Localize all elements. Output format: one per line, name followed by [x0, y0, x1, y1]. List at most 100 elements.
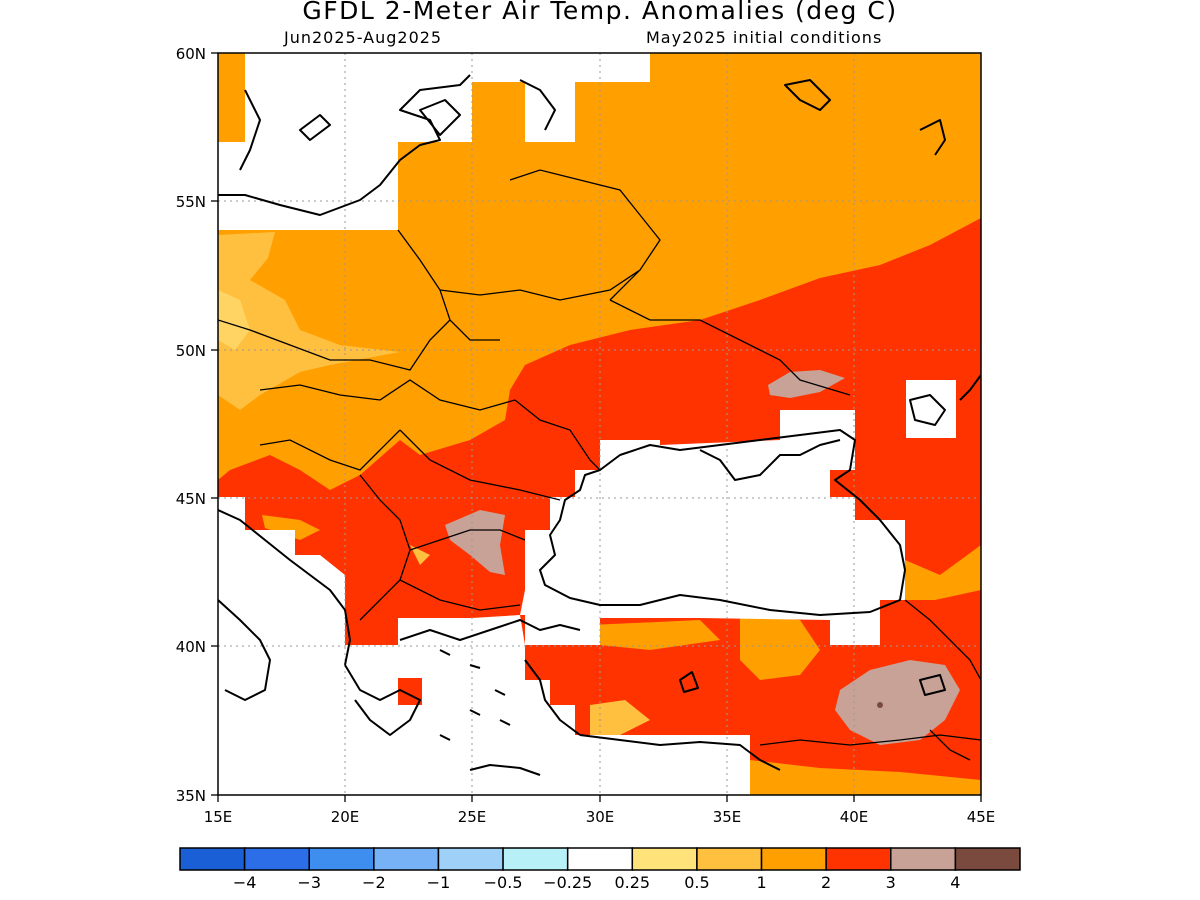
- y-tick-60n: 60N: [176, 45, 206, 63]
- field-rosy-eastern-anatolia: [835, 660, 960, 745]
- y-tick-50n: 50N: [176, 342, 206, 360]
- colorbar-label: 1: [756, 873, 766, 892]
- colorbar-swatch: [243, 847, 310, 871]
- y-tick-45n: 45N: [176, 490, 206, 508]
- forecast-period: Jun2025-Aug2025: [284, 28, 443, 47]
- crete: [469, 764, 541, 776]
- colorbar-label: 0.25: [614, 873, 650, 892]
- colorbar-label: 2: [821, 873, 831, 892]
- colorbar-label: −3: [297, 873, 321, 892]
- border-turkey-georgia: [904, 599, 981, 681]
- colorbar-labels: −4 −3 −2 −1 −0.5 −0.25 0.25 0.5 1 2 3 4: [233, 873, 961, 892]
- y-tick-40n: 40N: [176, 638, 206, 656]
- colorbar-swatch: [179, 847, 246, 871]
- thrace-coast: [399, 619, 581, 641]
- colorbar-swatch: [502, 847, 569, 871]
- rybinsk-reservoir: [784, 79, 831, 111]
- anomaly-field: [218, 53, 981, 795]
- x-tick-35e: 35E: [713, 808, 742, 826]
- adriatic-east-coast: [218, 509, 351, 666]
- tick-marks: [211, 52, 982, 802]
- country-borders: [218, 169, 981, 761]
- colorbar-label: 3: [886, 873, 896, 892]
- x-tick-labels: 15E 20E 25E 30E 35E 40E 45E: [204, 808, 996, 826]
- border-czech-slovakia: [218, 319, 451, 371]
- field-white-black-sea: [520, 410, 905, 660]
- field-lightorange-west: [218, 232, 400, 410]
- colorbar-swatch: [760, 847, 827, 871]
- field-orange-levant: [750, 760, 981, 795]
- y-tick-labels: 60N 55N 50N 45N 40N 35N: [176, 45, 206, 805]
- border-iraq: [929, 729, 971, 761]
- field-rosy-bulgaria: [445, 510, 505, 575]
- x-tick-25e: 25E: [458, 808, 487, 826]
- field-brown-spot: [877, 702, 883, 708]
- anatolia-south-coast: [579, 734, 781, 771]
- x-tick-45e: 45E: [967, 808, 996, 826]
- initial-conditions: May2025 initial conditions: [646, 28, 883, 47]
- sweden-coast: [239, 89, 261, 171]
- field-yellow-west: [218, 290, 250, 350]
- border-turkey-syria: [759, 734, 981, 746]
- border-belarus-ukraine: [439, 269, 641, 301]
- colorbar-label: −0.5: [484, 873, 523, 892]
- border-ukraine-russia: [609, 299, 851, 396]
- border-moldova: [514, 399, 601, 471]
- caspian-coast: [959, 374, 981, 401]
- border-bulgaria: [409, 529, 526, 551]
- field-orange-edge: [218, 82, 245, 142]
- x-tick-20e: 20E: [331, 808, 360, 826]
- colorbar-label: −2: [362, 873, 386, 892]
- gulf-of-finland: [519, 79, 556, 131]
- saaremaa: [419, 99, 461, 136]
- colorbar-swatch: [566, 847, 634, 871]
- border-romania-bulgaria: [399, 429, 561, 501]
- x-tick-15e: 15E: [204, 808, 233, 826]
- colorbar-swatch: [308, 847, 375, 871]
- colorbar-swatch: [954, 847, 1021, 871]
- colorbar-swatch: [373, 847, 440, 871]
- colorbar-swatch: [631, 847, 698, 871]
- field-orange-aegean: [590, 620, 720, 650]
- border-hungary-south: [259, 429, 401, 471]
- field-lightorange-balkan: [410, 545, 430, 565]
- y-tick-35n: 35N: [176, 787, 206, 805]
- field-orange-anatolia: [740, 615, 820, 680]
- colorbar: [179, 847, 1021, 871]
- volga-upper: [919, 119, 946, 156]
- greece-coast: [344, 664, 421, 736]
- lake-van: [919, 674, 946, 696]
- colorbar-label: −4: [233, 873, 257, 892]
- field-white-volga: [906, 380, 956, 438]
- anatolia-west-coast: [524, 659, 581, 736]
- field-rosy-donbas: [768, 370, 845, 398]
- colorbar-swatch: [437, 847, 504, 871]
- field-lightorange-south: [590, 700, 650, 735]
- border-poland-belarus: [397, 229, 500, 341]
- colorbar-label: 4: [950, 873, 960, 892]
- coastlines: [218, 74, 981, 776]
- colorbar-label: −1: [427, 873, 451, 892]
- black-sea-coast: [539, 429, 906, 616]
- volga-delta: [909, 394, 946, 426]
- map-title: GFDL 2-Meter Air Temp. Anomalies (deg C): [302, 0, 898, 25]
- crimea-coast: [699, 439, 841, 481]
- border-hungary-north: [259, 379, 516, 411]
- baltic-coast: [218, 74, 471, 216]
- colorbar-label: −0.25: [543, 873, 592, 892]
- italy-heel: [218, 599, 271, 701]
- gotland: [299, 114, 331, 141]
- field-orange-adriatic: [262, 515, 320, 540]
- aegean-islands: [439, 649, 511, 741]
- x-tick-40e: 40E: [840, 808, 869, 826]
- map-gridlines: [218, 53, 981, 795]
- y-tick-55n: 55N: [176, 193, 206, 211]
- colorbar-swatch: [825, 847, 892, 871]
- lake-tuz: [679, 671, 699, 693]
- border-greece-bulgaria: [399, 579, 521, 611]
- colorbar-label: 0.5: [684, 873, 709, 892]
- colorbar-swatch: [696, 847, 763, 871]
- colorbar-swatch: [890, 847, 957, 871]
- field-orange-sw-corner: [218, 53, 245, 82]
